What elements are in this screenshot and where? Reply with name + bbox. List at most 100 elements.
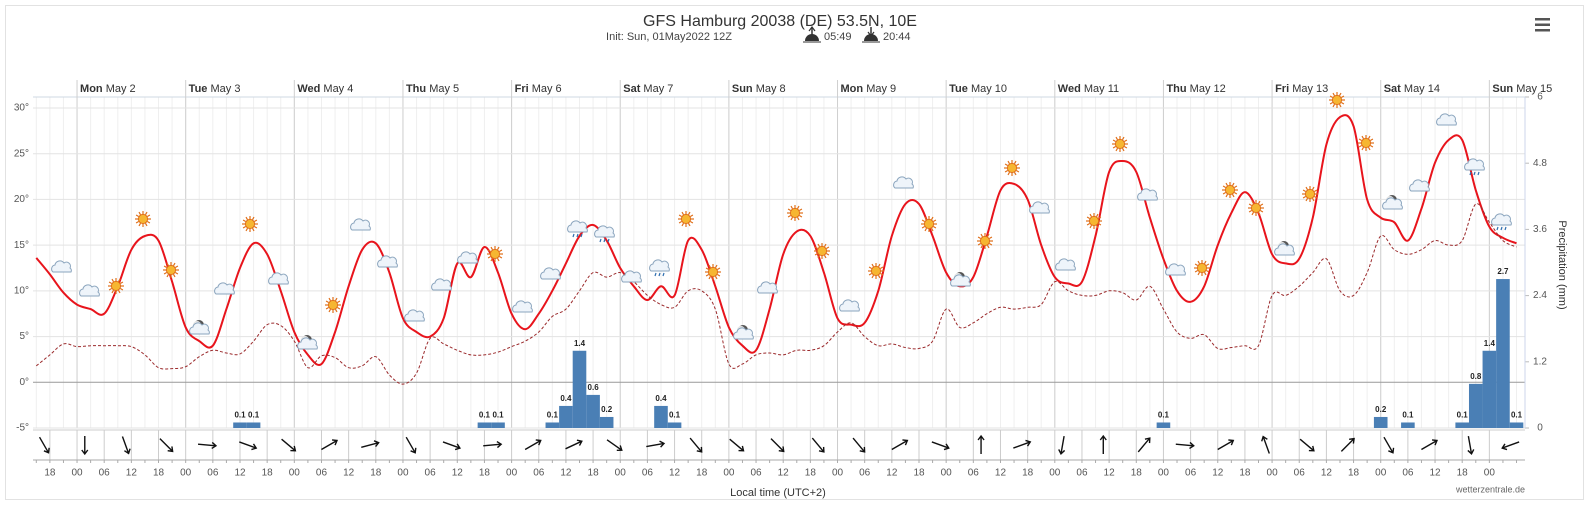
wind-arrow [442, 441, 461, 451]
cloud-shape [1436, 113, 1457, 126]
cloud-shape [1464, 158, 1485, 171]
sun-ray [799, 208, 803, 212]
cloud-shape [268, 272, 289, 285]
sun-disc [923, 218, 935, 230]
sun-ray [1305, 186, 1309, 190]
x-tick-label: 18 [696, 468, 708, 479]
wind-arrow [38, 436, 50, 454]
weather-icon [1409, 179, 1430, 192]
weather-icon [1248, 200, 1264, 216]
day-label: Mon May 9 [841, 83, 897, 95]
sun-disc [110, 280, 122, 292]
weather-icon [1464, 158, 1485, 176]
sun-ray [787, 214, 791, 218]
sun-ray [790, 217, 794, 221]
sun-ray [1338, 104, 1342, 108]
sun-ray [1341, 95, 1345, 99]
x-tick-label: 00 [180, 468, 192, 479]
wind-arrow [197, 441, 218, 450]
sun-disc [1088, 215, 1100, 227]
precip-label: 1.4 [1484, 339, 1496, 348]
sun-ray [980, 245, 984, 249]
wind-arrow [891, 439, 909, 451]
weather-icon [242, 216, 258, 232]
sun-ray [117, 278, 121, 282]
sun-ray [877, 263, 881, 267]
sun-ray [814, 252, 818, 256]
weather-icon [51, 260, 72, 273]
wind-arrow [1013, 439, 1032, 449]
sun-ray [487, 249, 491, 253]
day-date: May 12 [1190, 83, 1226, 95]
sun-ray [1248, 203, 1252, 207]
day-date: May 5 [429, 83, 459, 95]
sun-ray [108, 281, 112, 285]
x-tick-label: 00 [289, 468, 301, 479]
sun-ray [496, 246, 500, 250]
frame [5, 5, 1584, 500]
precip-label: 1.4 [574, 339, 586, 348]
x-tick-label: 12 [234, 468, 246, 479]
sun-ray [1260, 209, 1264, 213]
sun-ray [1305, 198, 1309, 202]
weather-icon [163, 262, 179, 278]
rain-drop [576, 233, 579, 238]
y2-tick-label: 4.8 [1533, 158, 1547, 169]
day-date: May 7 [643, 83, 673, 95]
x-tick-label: 06 [968, 468, 980, 479]
weather-icon [1165, 263, 1186, 276]
sun-ray [790, 205, 794, 209]
sun-ray [1194, 263, 1198, 267]
cloud-shape [567, 220, 588, 233]
grid-layer [33, 80, 1529, 463]
wind-arrow [852, 437, 866, 453]
sun-ray [1007, 160, 1011, 164]
sun-ray [921, 219, 925, 223]
sun-ray [1311, 198, 1315, 202]
weather-icon [868, 263, 884, 279]
day-date: May 11 [1084, 83, 1119, 95]
precip-bar [586, 394, 600, 428]
cloud-shape [79, 284, 100, 297]
sun-ray [1095, 213, 1099, 217]
weather-icon [1055, 258, 1076, 271]
sun-ray [245, 216, 249, 220]
y2-tick-label: 0 [1537, 423, 1543, 434]
sun-ray [499, 255, 503, 259]
cloud-shape [189, 322, 210, 335]
wind-arrow [1261, 435, 1270, 454]
weather-icon [1029, 201, 1050, 214]
x-tick-label: 00 [615, 468, 627, 479]
sun-ray [708, 276, 712, 280]
weather-icon [512, 300, 533, 313]
precip-bar [545, 422, 560, 428]
day-date: May 14 [1404, 83, 1440, 95]
precip-bar [1455, 422, 1469, 428]
precip-bar [572, 350, 587, 428]
cloud-shape [594, 225, 615, 238]
menu-button[interactable] [1535, 18, 1550, 32]
weather-icon [79, 284, 100, 297]
sun-ray [1089, 213, 1093, 217]
day-weekday: Wed [1058, 83, 1081, 95]
precip-bar [1156, 422, 1171, 428]
sun-disc [707, 266, 719, 278]
day-label: Tue May 3 [189, 83, 241, 95]
cloud-shape [1029, 201, 1050, 214]
day-weekday: Sun [1492, 83, 1513, 95]
cloud-shape [839, 299, 860, 312]
sun-ray [1197, 272, 1201, 276]
precip-label: 0.1 [1158, 411, 1170, 420]
day-date: May 3 [210, 83, 240, 95]
sun-ray [499, 249, 503, 253]
wind-arrow [159, 438, 174, 453]
sun-disc [244, 218, 256, 230]
sun-ray [681, 223, 685, 227]
weather-icon [893, 176, 914, 189]
sun-ray [880, 272, 884, 276]
icons-layer [51, 92, 1512, 350]
sun-ray [1358, 138, 1362, 142]
weather-icon [1382, 195, 1403, 210]
wind-arrow [729, 438, 745, 452]
weather-icon [108, 278, 124, 294]
